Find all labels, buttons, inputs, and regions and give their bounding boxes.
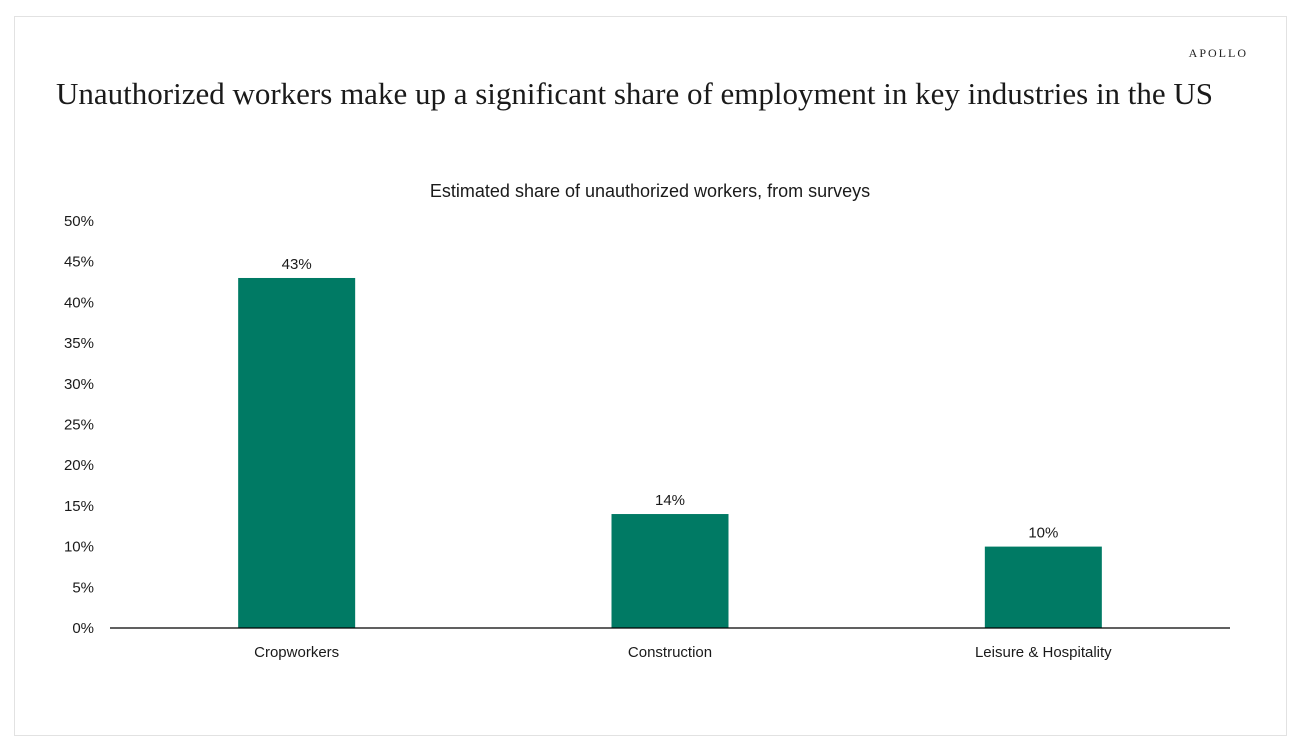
bar-series [238, 277, 1102, 628]
y-tick-label: 15% [64, 498, 94, 515]
bar [984, 546, 1102, 628]
bar [238, 277, 356, 628]
x-axis-tick-labels: Cropworkers Construction Leisure & Hospita… [254, 644, 1112, 661]
x-tick-label: Construction [628, 644, 712, 661]
y-tick-label: 40% [64, 294, 94, 311]
bar [611, 514, 729, 628]
y-tick-label: 50% [64, 213, 94, 230]
bar-value-label: 43% [282, 256, 312, 273]
bar-value-label: 10% [1028, 525, 1058, 542]
chart-title: Estimated share of unauthorized workers,… [430, 181, 870, 201]
x-tick-label: Cropworkers [254, 644, 339, 661]
bar-value-label: 14% [655, 492, 685, 509]
x-tick-label: Leisure & Hospitality [975, 644, 1112, 661]
bar-data-labels: 43% 14% 10% [282, 256, 1059, 542]
y-tick-label: 10% [64, 539, 94, 556]
y-tick-label: 20% [64, 457, 94, 474]
brand-logo-text: APOLLO [1188, 46, 1248, 60]
y-tick-label: 25% [64, 417, 94, 434]
y-tick-label: 0% [72, 620, 94, 637]
y-tick-label: 30% [64, 376, 94, 393]
y-tick-label: 45% [64, 254, 94, 271]
y-axis-tick-labels: 0% 5% 10% 15% 20% 25% 30% 35% 40% 45% 50% [64, 213, 94, 637]
page-title: Unauthorized workers make up a significa… [56, 76, 1214, 111]
y-tick-label: 35% [64, 335, 94, 352]
y-tick-label: 5% [72, 579, 94, 596]
